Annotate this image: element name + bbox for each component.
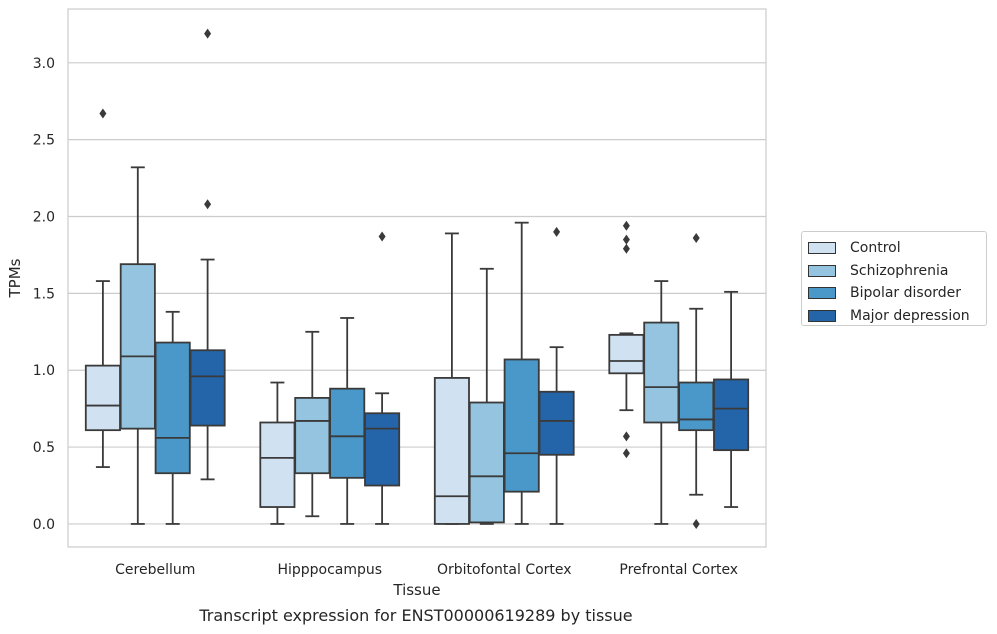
outlier-point xyxy=(204,199,212,210)
x-tick-label: Cerebellum xyxy=(115,562,195,578)
outlier-point xyxy=(622,220,630,231)
box-schizophrenia-3 xyxy=(643,280,680,525)
legend-label: Major depression xyxy=(850,307,970,324)
legend-swatch xyxy=(808,309,836,322)
box-bipolar-disorder-2 xyxy=(503,221,540,525)
y-tick-label: 2.0 xyxy=(33,210,55,226)
legend-item: Schizophrenia xyxy=(808,260,986,283)
box-body xyxy=(678,381,715,432)
box-body xyxy=(608,333,645,375)
legend: Control Schizophrenia Bipolar disorder Majo… xyxy=(801,231,987,326)
y-tick-label: 3.0 xyxy=(33,56,55,72)
y-tick-label: 1.5 xyxy=(33,286,55,302)
y-tick-labels: 0.0 0.5 1.0 1.5 2.0 2.5 3.0 xyxy=(33,56,55,533)
box-major-depression-3 xyxy=(713,290,750,508)
box-control-0 xyxy=(84,108,121,468)
box-control-3 xyxy=(608,220,645,459)
outlier-point xyxy=(378,231,386,242)
box-bipolar-disorder-1 xyxy=(329,317,366,525)
box-control-1 xyxy=(259,381,296,525)
box-body xyxy=(329,387,366,479)
y-tick-label: 0.5 xyxy=(33,440,55,456)
box-control-2 xyxy=(433,232,470,525)
y-tick-label: 2.5 xyxy=(33,133,55,149)
box-body xyxy=(119,263,156,430)
box-body xyxy=(503,358,540,493)
box-body xyxy=(713,378,750,452)
box-major-depression-2 xyxy=(538,226,575,525)
box-schizophrenia-2 xyxy=(468,267,505,525)
x-tick-label: Prefrontal Cortex xyxy=(619,562,738,578)
outlier-point xyxy=(204,28,212,39)
x-tick-label: Orbitofontal Cortex xyxy=(437,562,572,578)
plot-frame xyxy=(67,8,767,548)
box-body xyxy=(364,412,401,487)
legend-swatch xyxy=(808,287,836,300)
legend-label: Schizophrenia xyxy=(850,262,949,279)
box-body xyxy=(84,364,121,432)
box-schizophrenia-0 xyxy=(119,166,156,525)
legend-swatch xyxy=(808,242,836,255)
box-body xyxy=(433,377,470,525)
box-schizophrenia-1 xyxy=(294,330,331,518)
box-major-depression-1 xyxy=(364,231,401,525)
box-body xyxy=(643,321,680,424)
y-tick-label: 0.0 xyxy=(33,517,55,533)
outlier-point xyxy=(622,243,630,254)
box-body xyxy=(294,396,331,475)
legend-item: Control xyxy=(808,237,986,260)
outlier-point xyxy=(622,234,630,245)
outlier-point xyxy=(692,518,700,529)
box-body xyxy=(259,421,296,508)
box-bipolar-disorder-3 xyxy=(678,233,715,529)
x-tick-label: Hipppocampus xyxy=(277,562,382,578)
box-body xyxy=(468,401,505,524)
box-body xyxy=(538,390,575,456)
y-axis-label: TPMs xyxy=(6,258,24,298)
x-tick-labels: Cerebellum Hipppocampus Orbitofontal Corte… xyxy=(115,562,738,578)
box-body xyxy=(154,341,191,475)
outlier-point xyxy=(692,233,700,244)
outlier-point xyxy=(553,226,561,237)
box-major-depression-0 xyxy=(189,28,226,481)
legend-item: Major depression xyxy=(808,305,986,328)
outlier-point xyxy=(622,431,630,442)
y-tick-label: 1.0 xyxy=(33,363,55,379)
box-body xyxy=(189,349,226,427)
outlier-point xyxy=(99,108,107,119)
legend-swatch xyxy=(808,264,836,277)
x-axis-label: Tissue xyxy=(392,581,440,599)
legend-label: Control xyxy=(850,240,901,257)
outlier-point xyxy=(622,448,630,459)
box-plot-marks xyxy=(84,28,750,529)
box-bipolar-disorder-0 xyxy=(154,310,191,525)
legend-label: Bipolar disorder xyxy=(850,285,962,302)
chart-caption: Transcript expression for ENST0000061928… xyxy=(199,606,633,625)
legend-item: Bipolar disorder xyxy=(808,282,986,305)
